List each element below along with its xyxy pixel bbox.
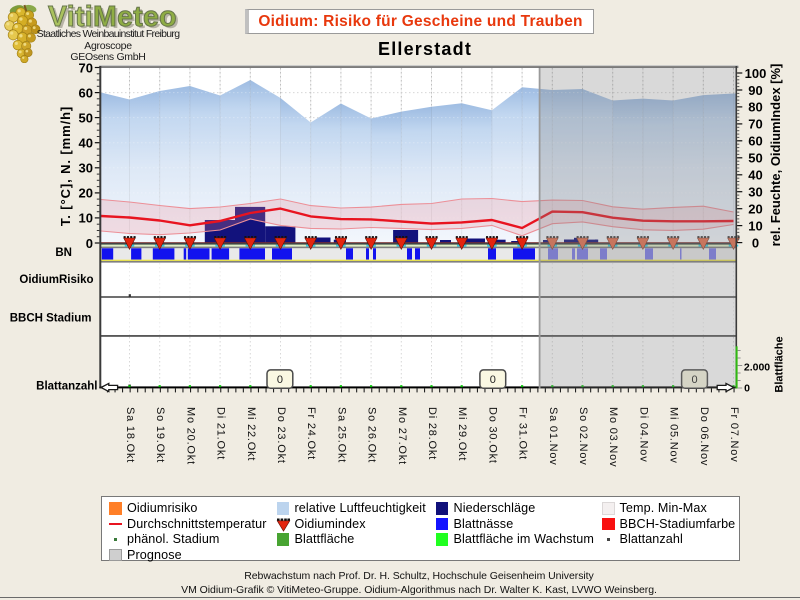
svg-text:60: 60 (79, 85, 93, 100)
svg-text:50: 50 (748, 151, 762, 166)
svg-text:Mo 20.Okt: Mo 20.Okt (184, 407, 196, 465)
svg-text:Blattanzahl: Blattanzahl (36, 381, 97, 393)
svg-text:40: 40 (748, 168, 762, 183)
svg-text:Sa 25.Okt: Sa 25.Okt (335, 407, 347, 463)
svg-text:Mo 03.Nov: Mo 03.Nov (607, 407, 619, 467)
svg-text:Di 28.Okt: Di 28.Okt (426, 407, 438, 460)
svg-text:80: 80 (748, 100, 762, 115)
svg-text:Do 23.Okt: Do 23.Okt (275, 407, 287, 464)
svg-text:100: 100 (745, 66, 767, 81)
svg-text:BN: BN (55, 247, 72, 259)
svg-text:0: 0 (86, 236, 93, 251)
svg-text:Fr 24.Okt: Fr 24.Okt (305, 407, 317, 460)
svg-text:Di 04.Nov: Di 04.Nov (637, 407, 649, 463)
svg-text:Do 06.Nov: Do 06.Nov (698, 407, 710, 466)
svg-text:20: 20 (748, 202, 762, 217)
svg-text:0: 0 (744, 382, 750, 394)
svg-text:Mo 27.Okt: Mo 27.Okt (396, 407, 408, 465)
svg-text:10: 10 (79, 211, 93, 226)
svg-text:30: 30 (79, 161, 93, 176)
svg-text:90: 90 (748, 83, 762, 98)
svg-text:Sa 18.Okt: Sa 18.Okt (124, 407, 136, 463)
svg-text:70: 70 (748, 117, 762, 132)
svg-text:10: 10 (748, 218, 762, 233)
svg-text:40: 40 (79, 136, 93, 151)
svg-text:0: 0 (691, 374, 697, 386)
svg-text:Blattfläche: Blattfläche (774, 336, 786, 392)
svg-text:Fr 07.Nov: Fr 07.Nov (728, 407, 740, 463)
svg-text:Di 21.Okt: Di 21.Okt (215, 407, 227, 460)
svg-text:Fr 31.Okt: Fr 31.Okt (517, 407, 529, 460)
svg-text:0: 0 (490, 374, 496, 386)
svg-text:0: 0 (752, 235, 759, 250)
svg-text:So 19.Okt: So 19.Okt (154, 407, 166, 463)
svg-text:70: 70 (79, 60, 93, 75)
svg-text:60: 60 (748, 134, 762, 149)
svg-text:So 26.Okt: So 26.Okt (366, 407, 378, 463)
svg-text:BBCH Stadium: BBCH Stadium (10, 313, 92, 325)
svg-text:20: 20 (79, 186, 93, 201)
svg-text:T. [°C], N. [mm/h]: T. [°C], N. [mm/h] (58, 106, 73, 226)
svg-text:Do 30.Okt: Do 30.Okt (486, 407, 498, 464)
svg-text:50: 50 (79, 110, 93, 125)
svg-text:Mi 29.Okt: Mi 29.Okt (456, 407, 468, 461)
svg-text:2.000: 2.000 (744, 361, 770, 373)
svg-text:Mi 22.Okt: Mi 22.Okt (245, 407, 257, 461)
svg-text:Sa 01.Nov: Sa 01.Nov (547, 407, 559, 466)
svg-text:OidiumRisiko: OidiumRisiko (19, 274, 93, 286)
svg-text:30: 30 (748, 185, 762, 200)
svg-text:rel. Feuchte, OidiumIndex [%]: rel. Feuchte, OidiumIndex [%] (768, 64, 783, 247)
svg-text:0: 0 (277, 374, 283, 386)
svg-text:So 02.Nov: So 02.Nov (577, 407, 589, 466)
svg-text:Mi 05.Nov: Mi 05.Nov (668, 407, 680, 464)
